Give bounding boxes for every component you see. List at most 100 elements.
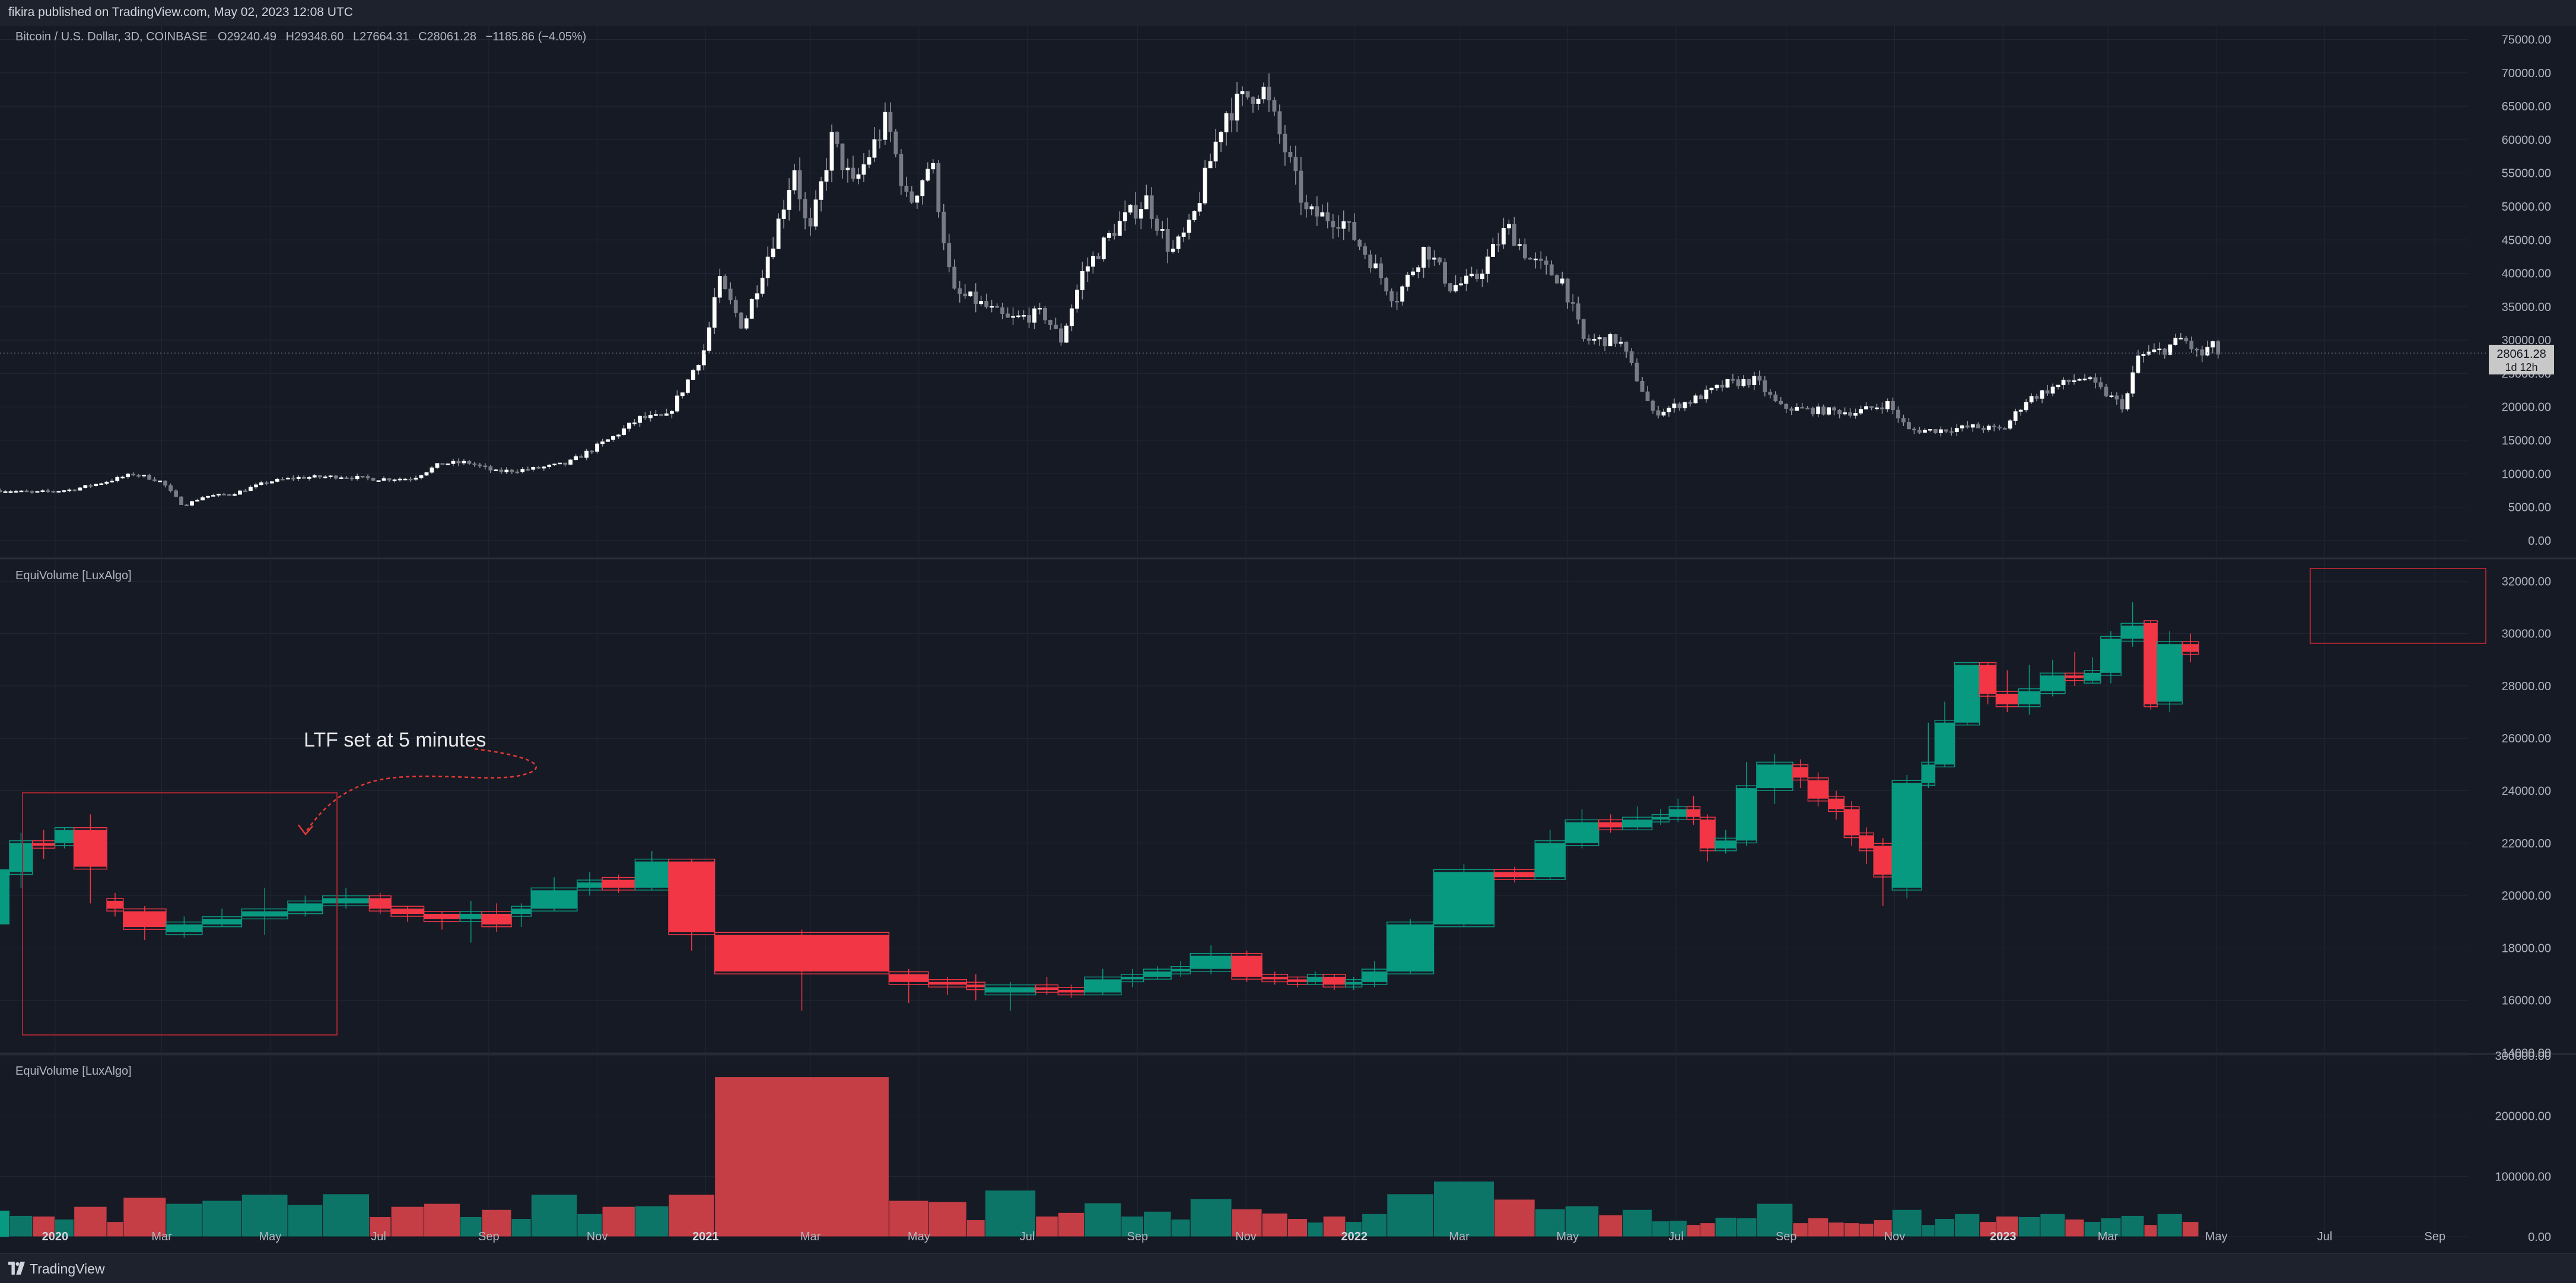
btc-candle[interactable] bbox=[269, 481, 274, 484]
volume-bar[interactable] bbox=[1756, 1203, 1793, 1237]
btc-candle[interactable] bbox=[1208, 161, 1213, 169]
price-tick[interactable]: 75000.00 bbox=[2502, 34, 2551, 47]
volume-bar[interactable] bbox=[2100, 1217, 2122, 1237]
btc-candle[interactable] bbox=[333, 475, 338, 479]
equivolume-box[interactable] bbox=[2040, 675, 2065, 691]
btc-candle[interactable] bbox=[1459, 283, 1463, 285]
tradingview-logo-icon[interactable] bbox=[8, 1262, 25, 1275]
btc-candle[interactable] bbox=[952, 266, 957, 289]
btc-candle[interactable] bbox=[1613, 334, 1618, 344]
btc-candle[interactable] bbox=[494, 469, 498, 471]
equivolume-box[interactable] bbox=[107, 900, 123, 909]
equivolume-box[interactable] bbox=[1287, 979, 1308, 982]
volume-bar[interactable] bbox=[714, 1076, 889, 1237]
volume-bar[interactable] bbox=[1598, 1214, 1623, 1237]
btc-candle[interactable] bbox=[1438, 258, 1442, 263]
price-tick[interactable]: 55000.00 bbox=[2502, 167, 2551, 180]
volume-bar[interactable] bbox=[481, 1209, 512, 1237]
tradingview-brand[interactable]: TradingView bbox=[30, 1261, 105, 1276]
btc-candle[interactable] bbox=[792, 170, 797, 190]
volume-bar[interactable] bbox=[966, 1220, 985, 1237]
btc-candle[interactable] bbox=[1032, 308, 1036, 323]
equivolume-box[interactable] bbox=[602, 879, 635, 888]
equivolume-box[interactable] bbox=[202, 919, 242, 925]
equivolume-box[interactable] bbox=[1121, 976, 1144, 980]
btc-candle[interactable] bbox=[1704, 389, 1709, 399]
btc-candle[interactable] bbox=[1347, 221, 1351, 223]
btc-candle[interactable] bbox=[749, 298, 754, 319]
equivolume-box[interactable] bbox=[2157, 644, 2183, 702]
btc-candle[interactable] bbox=[253, 484, 258, 488]
btc-candle[interactable] bbox=[2114, 395, 2119, 400]
btc-candle[interactable] bbox=[1789, 408, 1794, 411]
btc-candle[interactable] bbox=[344, 477, 349, 479]
price-tick[interactable]: 70000.00 bbox=[2502, 67, 2551, 80]
btc-candle[interactable] bbox=[632, 423, 637, 424]
btc-candle[interactable] bbox=[1491, 244, 1495, 257]
btc-candle[interactable] bbox=[1949, 431, 1954, 433]
btc-candle[interactable] bbox=[2088, 377, 2092, 379]
btc-candle[interactable] bbox=[595, 443, 599, 452]
btc-candle[interactable] bbox=[1912, 428, 1916, 431]
btc-candle[interactable] bbox=[217, 494, 221, 496]
btc-candle[interactable] bbox=[238, 490, 242, 495]
btc-candle[interactable] bbox=[654, 414, 658, 416]
btc-candle[interactable] bbox=[227, 494, 231, 496]
btc-candle[interactable] bbox=[1432, 258, 1436, 260]
btc-candle[interactable] bbox=[467, 461, 472, 464]
btc-candle[interactable] bbox=[1597, 337, 1602, 339]
btc-candle[interactable] bbox=[1288, 152, 1293, 158]
btc-candle[interactable] bbox=[1544, 261, 1548, 265]
volume-bar[interactable] bbox=[2084, 1221, 2101, 1237]
btc-candle[interactable] bbox=[430, 467, 434, 473]
btc-candle[interactable] bbox=[824, 170, 829, 182]
btc-candle[interactable] bbox=[584, 450, 589, 458]
btc-candle[interactable] bbox=[856, 174, 861, 179]
equivolume-box[interactable] bbox=[1622, 820, 1652, 828]
equivolume-box[interactable] bbox=[577, 882, 603, 888]
btc-candle[interactable] bbox=[1464, 275, 1468, 284]
equivolume-box[interactable] bbox=[288, 903, 323, 912]
btc-candle[interactable] bbox=[424, 472, 429, 476]
time-axis-label[interactable]: May bbox=[908, 1230, 930, 1243]
btc-candle[interactable] bbox=[845, 167, 850, 170]
btc-candle[interactable] bbox=[1784, 404, 1789, 409]
btc-candle[interactable] bbox=[888, 112, 893, 132]
btc-candle[interactable] bbox=[1197, 203, 1202, 212]
btc-candle[interactable] bbox=[877, 139, 882, 141]
btc-candle[interactable] bbox=[1251, 97, 1255, 104]
btc-candle[interactable] bbox=[1331, 221, 1335, 228]
btc-candle[interactable] bbox=[1416, 267, 1421, 272]
btc-candle[interactable] bbox=[909, 191, 914, 203]
btc-candle[interactable] bbox=[1618, 341, 1623, 344]
btc-candle[interactable] bbox=[1640, 381, 1645, 392]
btc-candle[interactable] bbox=[1325, 212, 1330, 221]
btc-candle[interactable] bbox=[893, 131, 898, 155]
btc-candle[interactable] bbox=[1656, 410, 1661, 416]
btc-candle[interactable] bbox=[301, 477, 306, 479]
btc-candle[interactable] bbox=[2029, 396, 2034, 403]
equivolume-box[interactable] bbox=[966, 985, 985, 987]
volume-bar[interactable] bbox=[1494, 1199, 1535, 1237]
btc-candle[interactable] bbox=[1427, 246, 1431, 260]
btc-candle[interactable] bbox=[1624, 341, 1629, 352]
volume-bar[interactable] bbox=[1386, 1193, 1434, 1237]
equivolume-box[interactable] bbox=[123, 911, 166, 928]
btc-candle[interactable] bbox=[717, 276, 722, 298]
btc-candle[interactable] bbox=[168, 485, 173, 491]
btc-candle[interactable] bbox=[515, 471, 520, 474]
btc-candle[interactable] bbox=[339, 477, 344, 479]
price-tick[interactable]: 50000.00 bbox=[2502, 201, 2551, 214]
price-tick[interactable]: 20000.00 bbox=[2502, 401, 2551, 414]
time-axis-label[interactable]: 2023 bbox=[1990, 1230, 2017, 1243]
volume-bar[interactable] bbox=[1287, 1218, 1308, 1237]
btc-candle[interactable] bbox=[1219, 132, 1223, 142]
equivolume-box[interactable] bbox=[2018, 691, 2040, 704]
volume-bar[interactable] bbox=[1121, 1215, 1144, 1237]
btc-candle[interactable] bbox=[1368, 254, 1373, 269]
btc-candle[interactable] bbox=[1869, 406, 1874, 408]
btc-candle[interactable] bbox=[2061, 379, 2066, 386]
btc-candle[interactable] bbox=[835, 132, 839, 144]
btc-candle[interactable] bbox=[1736, 379, 1741, 386]
btc-candle[interactable] bbox=[659, 414, 663, 416]
